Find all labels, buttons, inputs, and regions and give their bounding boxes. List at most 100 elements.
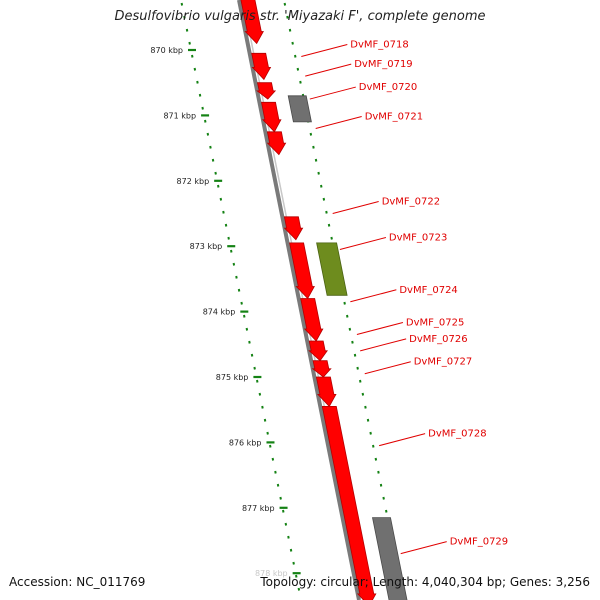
gene-arrow[interactable]: [261, 101, 282, 133]
gene-arrow[interactable]: [321, 405, 377, 600]
gene-label-line: [309, 86, 356, 100]
ruler-dot: [312, 145, 315, 149]
gene-label[interactable]: DvMF_0728: [428, 429, 486, 440]
gene-label-line: [364, 361, 411, 375]
ruler-dot: [374, 457, 378, 461]
pseudo-gene-box[interactable]: [372, 517, 409, 600]
ruler-dot: [346, 314, 349, 318]
gene-label-line: [339, 236, 387, 250]
ruler-dot: [193, 67, 197, 71]
gene-features: [240, 0, 409, 600]
ruler-dot: [196, 80, 199, 84]
ruler-dot: [348, 327, 352, 331]
ruler-dot: [214, 171, 217, 175]
ruler-dot: [284, 522, 288, 526]
ruler-dot: [299, 80, 302, 84]
gene-arrow[interactable]: [266, 131, 287, 156]
ruler-dot: [379, 483, 383, 487]
ruler-dot: [353, 353, 357, 357]
ruler-dot: [377, 470, 380, 474]
ruler-dot: [382, 496, 385, 500]
ruler-dot: [232, 262, 236, 266]
rna-gene-box[interactable]: [316, 242, 348, 296]
gene-label[interactable]: DvMF_0719: [354, 59, 412, 70]
gene-label[interactable]: DvMF_0720: [359, 82, 417, 93]
ruler-dot: [320, 184, 323, 188]
ruler-dot: [296, 67, 300, 71]
ruler-dot: [314, 158, 318, 162]
ruler-dot: [237, 288, 241, 292]
ruler-dot: [359, 379, 362, 383]
gene-label-line: [400, 541, 447, 555]
ruler-dot: [266, 431, 269, 435]
gene-arrow[interactable]: [251, 52, 272, 81]
ruler-dot: [219, 197, 223, 201]
ruler-dot: [294, 54, 297, 58]
gene-arrow[interactable]: [308, 340, 328, 362]
gene-label-connectors: [301, 44, 447, 555]
ruler-dot: [227, 236, 230, 240]
gene-label-line: [360, 338, 407, 352]
position-tick-label: 870 kbp: [150, 46, 183, 55]
pseudo-gene-box[interactable]: [287, 95, 312, 123]
gene-label[interactable]: DvMF_0724: [399, 285, 457, 296]
ruler-dot: [235, 275, 238, 279]
ruler-dot: [180, 2, 184, 6]
ruler-dot: [286, 15, 289, 19]
ruler-dot: [206, 132, 210, 136]
gene-label[interactable]: DvMF_0725: [406, 317, 464, 328]
gene-label[interactable]: DvMF_0718: [350, 40, 408, 51]
gene-arrow[interactable]: [289, 242, 315, 300]
gene-arrow[interactable]: [311, 360, 332, 378]
gene-label[interactable]: DvMF_0722: [382, 197, 440, 208]
genome-title: Desulfovibrio vulgaris str. 'Miyazaki F'…: [114, 9, 486, 24]
ruler-dot: [185, 28, 189, 32]
position-ruler-dotted: [180, 2, 301, 591]
position-tick-label: 877 kbp: [242, 504, 275, 513]
position-tick-label: 871 kbp: [163, 111, 196, 120]
ruler-dot: [343, 301, 346, 305]
gene-arrow[interactable]: [240, 0, 264, 45]
ruler-dot: [351, 340, 354, 344]
gene-label[interactable]: DvMF_0723: [389, 232, 447, 243]
ruler-dot: [291, 41, 294, 45]
gene-label-line: [301, 44, 348, 58]
ruler-dot: [309, 132, 313, 136]
ruler-dot: [288, 28, 292, 32]
gene-label[interactable]: DvMF_0727: [414, 357, 472, 368]
position-tick-label: 872 kbp: [177, 177, 210, 186]
ruler-dot: [322, 197, 326, 201]
gene-arrow[interactable]: [315, 376, 337, 408]
ruler-dot: [198, 93, 202, 97]
ruler-dot: [209, 145, 212, 149]
ruler-dot: [261, 405, 264, 409]
gene-label[interactable]: DvMF_0726: [409, 334, 467, 345]
ruler-dot: [274, 470, 277, 474]
gene-arrow[interactable]: [256, 82, 277, 100]
ruler-dot: [240, 301, 243, 305]
ruler-dot: [385, 509, 388, 513]
ruler-dot: [292, 561, 295, 565]
gene-arrow[interactable]: [283, 216, 304, 241]
ruler-dot: [327, 223, 331, 227]
gene-labels: DvMF_0718 DvMF_0719 DvMF_0720 DvMF_0721 DvMF…: [350, 40, 508, 548]
ruler-dot: [287, 535, 290, 539]
ruler-dot: [297, 587, 301, 591]
position-tick-label: 878 kbp: [255, 569, 288, 578]
gene-label[interactable]: DvMF_0729: [450, 537, 508, 548]
ruler-dot: [269, 444, 272, 448]
gene-arrow[interactable]: [300, 298, 324, 342]
ruler-dot: [253, 366, 256, 370]
ruler-dot: [366, 418, 370, 422]
position-ticks: 870 kbp 871 kbp 872 kbp 873 kbp 874 kbp 875 k…: [150, 46, 301, 578]
position-tick-label: 876 kbp: [229, 438, 262, 447]
accession-text: Accession: NC_011769: [9, 575, 146, 589]
ruler-dot: [248, 340, 251, 344]
ruler-dot: [243, 314, 246, 318]
ruler-dot: [289, 548, 293, 552]
ruler-dot: [276, 483, 280, 487]
ruler-dot: [279, 496, 282, 500]
ruler-dot: [245, 327, 249, 331]
gene-label[interactable]: DvMF_0721: [365, 111, 423, 122]
